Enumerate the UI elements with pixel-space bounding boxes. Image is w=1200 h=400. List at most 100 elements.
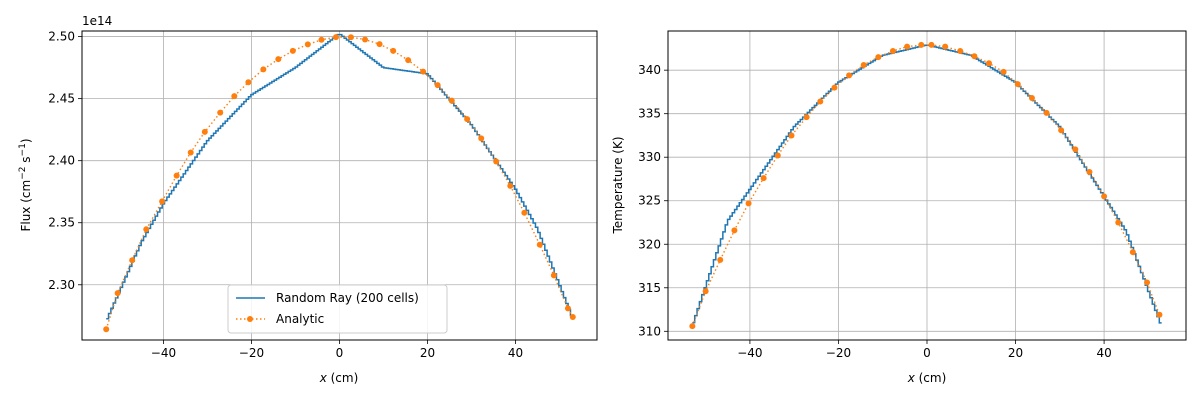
temperature-analytic-point [1014, 81, 1021, 88]
temperature-analytic-point [831, 84, 838, 91]
temperature-analytic-point [760, 175, 767, 182]
flux-y-axis-label: Flux (cm−2 s−1) [18, 138, 33, 231]
temperature-analytic-point [731, 227, 738, 234]
temperature-analytic-point [1043, 109, 1050, 116]
temperature-analytic-point [702, 288, 709, 295]
legend-label-analytic: Analytic [276, 312, 324, 326]
temperature-analytic-point [942, 43, 949, 50]
flux-x-tick-label: 0 [336, 346, 344, 360]
temperature-x-tick-label: 0 [923, 346, 931, 360]
temperature-y-tick-label: 325 [638, 194, 661, 208]
flux-analytic-point [173, 172, 180, 179]
flux-analytic-point [304, 41, 311, 48]
temperature-analytic-point [803, 114, 810, 121]
temperature-analytic-point [918, 41, 925, 48]
temperature-series [689, 41, 1163, 330]
flux-analytic-point [521, 209, 528, 216]
temperature-analytic-point [1086, 169, 1093, 176]
temperature-analytic-point [957, 48, 964, 55]
flux-analytic-point [245, 79, 252, 86]
temperature-analytic-point [745, 200, 752, 207]
temperature-analytic-point [717, 256, 724, 263]
temperature-analytic-point [904, 43, 911, 50]
temperature-analytic-point [846, 72, 853, 79]
temperature-y-tick-label: 340 [638, 63, 661, 77]
flux-analytic-point [275, 56, 282, 63]
temperature-analytic-point [1101, 193, 1108, 200]
temperature-y-axis-label: Temperature (K) [611, 136, 625, 234]
temperature-analytic-point [689, 323, 696, 330]
flux-ticks: −40 −20 0 20 40 2.30 2.35 2.40 2.45 2.50 [48, 30, 523, 360]
temperature-y-tick-label: 315 [638, 281, 661, 295]
flux-analytic-point [362, 36, 369, 43]
temperature-analytic-point [928, 41, 935, 48]
flux-x-tick-label: −40 [151, 346, 176, 360]
flux-analytic-point [103, 326, 110, 333]
flux-analytic-point [289, 47, 296, 54]
flux-y-tick-label: 2.50 [48, 30, 75, 44]
flux-analytic-point [376, 41, 383, 48]
flux-analytic-point [493, 158, 500, 165]
flux-analytic-point [129, 257, 136, 264]
flux-analytic-point [260, 66, 267, 73]
temperature-x-tick-label: 20 [1008, 346, 1023, 360]
flux-analytic-point [536, 241, 543, 248]
flux-y-tick-label: 2.45 [48, 92, 75, 106]
temperature-grid [668, 31, 1186, 340]
flux-analytic-point [143, 226, 150, 233]
temperature-y-tick-label: 310 [638, 324, 661, 338]
flux-analytic-point [434, 82, 441, 89]
flux-y-tick-label: 2.35 [48, 216, 75, 230]
flux-series [103, 33, 576, 333]
temperature-analytic-point [1129, 249, 1136, 256]
flux-x-tick-label: 20 [420, 346, 435, 360]
flux-x-axis-label: x (cm) [319, 371, 359, 385]
temperature-analytic-point [1156, 311, 1163, 318]
flux-y-tick-label: 2.40 [48, 154, 75, 168]
flux-analytic-point [159, 198, 166, 205]
temperature-analytic-point [875, 54, 882, 61]
flux-analytic-point [114, 290, 121, 297]
flux-x-tick-label: 40 [508, 346, 523, 360]
temperature-analytic-point [1115, 219, 1122, 226]
flux-analytic-point [564, 305, 571, 312]
flux-analytic-point [231, 93, 238, 100]
temperature-y-tick-label: 330 [638, 150, 661, 164]
legend-marker-analytic [247, 316, 253, 322]
temperature-analytic-point [774, 152, 781, 159]
temperature-analytic-point [860, 61, 867, 68]
temperature-x-tick-label: −20 [826, 346, 851, 360]
temperature-analytic-point [1028, 95, 1035, 102]
flux-analytic-point [318, 36, 325, 43]
temperature-analytic-point [985, 60, 992, 67]
flux-y-tick-label: 2.30 [48, 278, 75, 292]
flux-chart: −40 −20 0 20 40 2.30 2.35 2.40 2.45 2.50 1e14 x (… [18, 14, 598, 385]
temperature-analytic-point [889, 48, 896, 55]
temperature-analytic-point [1072, 146, 1079, 153]
flux-analytic-point [420, 68, 427, 75]
temperature-analytic-point [817, 98, 824, 105]
flux-analytic-point [187, 149, 194, 156]
temperature-analytic-point [1058, 127, 1065, 134]
temperature-y-tick-label: 320 [638, 237, 661, 251]
flux-analytic-point [347, 34, 354, 41]
flux-analytic-point [217, 109, 224, 116]
flux-analytic-point [201, 128, 208, 135]
flux-analytic-point [464, 116, 471, 123]
flux-analytic-point [507, 182, 514, 189]
flux-analytic-point [332, 34, 339, 41]
flux-analytic-point [448, 97, 455, 104]
legend-label-random-ray: Random Ray (200 cells) [276, 291, 419, 305]
temperature-analytic-point [971, 53, 978, 60]
temperature-analytic-point [1144, 279, 1151, 286]
temperature-x-axis-label: x (cm) [907, 371, 947, 385]
flux-analytic-point [390, 47, 397, 54]
temperature-x-tick-label: −40 [737, 346, 762, 360]
temperature-analytic-point [788, 132, 795, 139]
flux-analytic-point [569, 314, 576, 321]
temperature-analytic-point [1000, 68, 1007, 75]
flux-legend: Random Ray (200 cells) Analytic [227, 284, 448, 334]
flux-analytic-point [405, 57, 412, 64]
